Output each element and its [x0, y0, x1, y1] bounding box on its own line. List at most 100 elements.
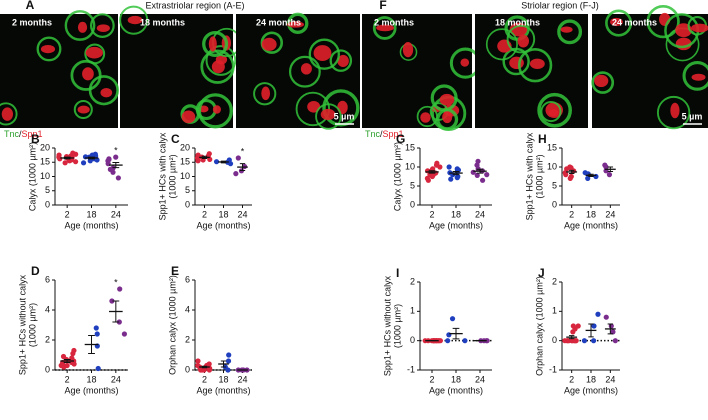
calyx-stain	[540, 101, 562, 123]
spp1-stain	[287, 21, 305, 28]
y-axis-label: Calyx (1000 µm²)	[27, 142, 37, 211]
stain-label: Tnc	[365, 129, 381, 139]
x-axis-label: Age (months)	[429, 220, 483, 230]
panel-letter: C	[171, 132, 180, 146]
panel-letter: H	[538, 132, 547, 146]
x-tick-label: 2	[569, 374, 574, 384]
spp1-stain	[439, 93, 455, 106]
data-point	[567, 175, 573, 181]
y-tick-label: 5	[185, 185, 190, 195]
calyx-stain	[70, 59, 102, 91]
y-tick-label: 1	[410, 306, 415, 316]
calyx-stain	[288, 55, 321, 88]
error-bar	[428, 170, 436, 174]
x-tick-label: 18	[451, 374, 461, 384]
data-point	[116, 319, 122, 325]
data-point	[454, 175, 460, 181]
spp1-stain	[517, 34, 529, 48]
data-point	[484, 172, 490, 178]
error-bar	[112, 300, 120, 323]
data-point	[479, 177, 486, 183]
y-tick-label: 20	[40, 142, 50, 152]
y-axis-label: (1000 µm²)	[167, 154, 177, 198]
y-tick-label: 0	[552, 199, 557, 209]
x-tick-label: 18	[586, 209, 596, 219]
data-point	[60, 353, 67, 360]
data-point	[226, 352, 232, 358]
x-tick-label: 24	[237, 374, 247, 384]
x-tick-label: 18	[86, 209, 96, 219]
spp1-stain	[460, 58, 470, 67]
spp1-stain	[402, 42, 414, 58]
calyx-stain	[372, 16, 397, 40]
data-point	[585, 175, 591, 181]
x-tick-label: 24	[475, 209, 485, 219]
x-axis-label: Age (months)	[564, 385, 618, 395]
spp1-stain	[548, 109, 559, 117]
spp1-stain	[181, 110, 196, 124]
data-point	[595, 311, 601, 317]
spp1-stain	[261, 86, 271, 101]
y-tick-label: 10	[40, 171, 50, 181]
calyx-stain	[253, 82, 277, 106]
data-point	[225, 358, 232, 364]
data-point	[80, 160, 87, 166]
data-point	[563, 172, 569, 178]
calyx-stain	[36, 36, 62, 62]
spp1-stain	[307, 100, 321, 113]
y-tick-label: 0	[410, 199, 415, 209]
x-tick-label: 2	[202, 374, 207, 384]
error-bar	[588, 323, 594, 338]
image-label: 24 months	[612, 17, 657, 27]
error-bar	[452, 327, 460, 340]
error-bar	[201, 365, 208, 369]
x-tick-label: 18	[218, 209, 228, 219]
spp1-stain	[212, 105, 221, 114]
data-point	[437, 338, 444, 344]
y-tick-label: 10	[547, 161, 557, 171]
calyx-stain	[430, 84, 458, 112]
data-point	[591, 338, 597, 344]
stain-label: Tnc	[4, 129, 20, 139]
spp1-stain	[261, 37, 277, 51]
stain-label: Spp1	[383, 129, 404, 139]
y-axis-label: Orphan calyx (1000 µm²)	[167, 275, 177, 375]
y-tick-label: 0	[185, 199, 190, 209]
data-point	[106, 156, 112, 162]
stain-legend: Tnc/Spp1	[4, 129, 43, 139]
y-tick-label: -1	[407, 364, 415, 374]
data-point	[206, 361, 212, 367]
x-tick-label: 24	[605, 209, 615, 219]
calyx-stain	[646, 4, 680, 39]
data-point	[195, 358, 201, 364]
y-tick-label: 5	[410, 180, 415, 190]
x-axis-label: Age (months)	[64, 385, 118, 395]
spp1-stain	[100, 88, 113, 98]
spp1-stain	[1, 107, 14, 121]
data-point	[446, 164, 452, 170]
x-tick-label: 18	[86, 374, 96, 384]
y-tick-label: 15	[405, 142, 415, 152]
panel-letter: E	[171, 264, 179, 278]
data-point	[430, 172, 436, 178]
y-axis-label: Spp1+ HCs without calyx	[17, 274, 27, 375]
calyx-stain	[322, 89, 360, 127]
data-point	[462, 338, 468, 344]
panel-letter: A	[26, 0, 35, 12]
y-tick-label: 2	[45, 334, 50, 344]
data-point	[115, 175, 121, 181]
spp1-stain	[691, 23, 708, 33]
y-tick-label: 0	[552, 335, 557, 345]
stain-legend: Tnc/Spp1	[365, 129, 404, 139]
y-axis-label: (1000 µm²)	[534, 154, 544, 198]
error-bar	[568, 169, 575, 174]
data-point	[71, 347, 77, 354]
image-label: 2 months	[374, 17, 414, 27]
spp1-stain	[77, 105, 90, 114]
data-point	[235, 155, 241, 161]
error-bar	[239, 163, 246, 172]
spp1-stain	[376, 24, 395, 32]
error-bar	[220, 160, 227, 164]
data-point	[71, 361, 77, 367]
y-axis-label: (1000 µm²)	[27, 303, 37, 347]
